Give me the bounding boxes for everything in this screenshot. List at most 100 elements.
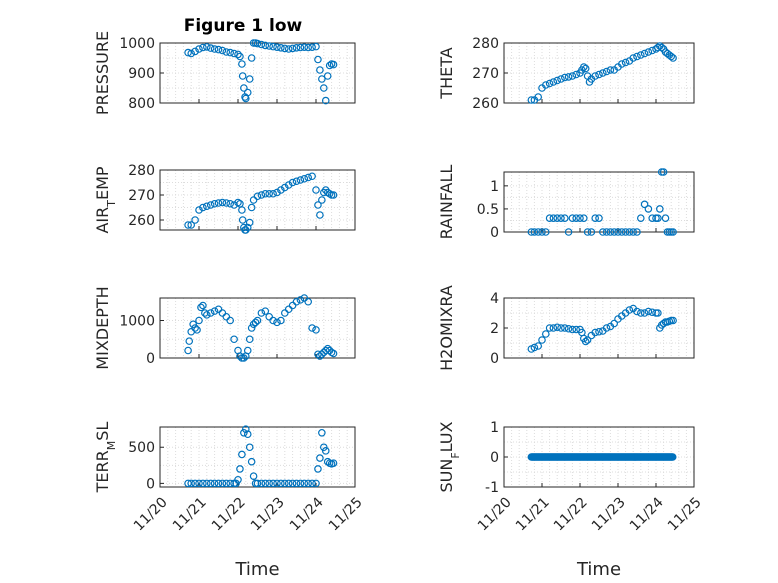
y-tick-label: 270 xyxy=(472,66,499,82)
data-point xyxy=(185,337,194,345)
data-point xyxy=(655,205,664,213)
data-point xyxy=(576,214,584,222)
data-point xyxy=(633,228,641,236)
data-point xyxy=(654,309,662,317)
data-point xyxy=(280,479,289,488)
data-point xyxy=(625,228,634,236)
data-point xyxy=(304,43,313,52)
data-point xyxy=(206,479,215,488)
y-tick-label: 1 xyxy=(490,420,499,436)
data-point xyxy=(247,324,256,332)
data-point xyxy=(610,319,619,328)
data-point xyxy=(549,214,558,222)
data-point xyxy=(288,479,297,488)
data-point xyxy=(243,223,252,232)
data-point xyxy=(191,324,199,332)
y-tick-label: 1000 xyxy=(119,36,155,52)
y-tick-label: 500 xyxy=(128,440,155,456)
data-point xyxy=(633,52,641,61)
y-tick-label: 4 xyxy=(490,291,499,307)
x-tick-label: 11/23 xyxy=(589,494,629,534)
data-point xyxy=(206,44,215,52)
data-point xyxy=(572,214,581,222)
data-point xyxy=(284,45,293,53)
data-point xyxy=(284,181,293,189)
data-point xyxy=(243,346,252,355)
data-point xyxy=(222,479,231,488)
figure-title: Figure 1 low xyxy=(184,16,303,36)
data-point xyxy=(265,42,274,50)
data-point xyxy=(296,479,305,488)
y-axis-label: H2OMIXRA xyxy=(437,285,456,371)
data-point xyxy=(636,51,645,59)
data-point xyxy=(277,186,285,194)
data-point xyxy=(557,324,565,332)
data-point xyxy=(261,41,270,50)
data-point xyxy=(640,309,649,317)
y-axis-label: RAINFALL xyxy=(437,165,456,240)
data-point xyxy=(273,318,281,327)
data-point xyxy=(273,479,281,488)
data-point xyxy=(280,44,289,53)
data-point xyxy=(644,48,653,56)
data-point xyxy=(545,214,554,222)
data-point xyxy=(312,42,320,51)
data-point xyxy=(249,196,258,204)
data-point xyxy=(203,202,211,211)
data-point xyxy=(269,479,277,488)
data-point xyxy=(534,342,543,350)
data-point xyxy=(265,479,274,488)
data-point xyxy=(253,479,262,488)
data-point xyxy=(265,312,274,321)
data-point xyxy=(199,203,207,212)
data-point xyxy=(329,191,338,199)
data-point xyxy=(210,479,219,488)
data-point xyxy=(318,196,326,204)
data-point xyxy=(583,336,592,344)
data-point xyxy=(257,40,266,49)
data-point xyxy=(206,309,215,317)
data-point xyxy=(269,189,277,198)
data-point xyxy=(581,337,590,346)
data-point xyxy=(218,479,227,488)
data-point xyxy=(629,54,638,62)
data-point xyxy=(218,309,227,317)
data-point xyxy=(316,66,324,74)
data-point xyxy=(197,303,205,312)
data-point xyxy=(312,326,320,334)
data-point xyxy=(234,475,242,484)
y-tick-label: 800 xyxy=(128,96,155,112)
data-point xyxy=(308,479,316,488)
data-point xyxy=(329,60,338,69)
data-point xyxy=(199,43,207,52)
data-point xyxy=(568,72,577,80)
data-point xyxy=(621,228,630,236)
data-point xyxy=(659,168,668,176)
data-point xyxy=(538,228,546,236)
data-point xyxy=(549,78,558,86)
data-point xyxy=(249,320,258,329)
data-point xyxy=(564,324,573,333)
data-point xyxy=(240,84,248,92)
y-tick-label: 0 xyxy=(146,351,155,367)
data-point xyxy=(238,450,246,459)
data-point xyxy=(187,479,196,488)
data-point xyxy=(226,199,235,208)
data-point xyxy=(329,349,338,358)
data-point xyxy=(668,453,677,461)
subplot-7: 0 500 11/20 11/21 11/22 11/23 11/24 11/25 Time TE… xyxy=(93,422,366,580)
data-point xyxy=(210,45,219,53)
data-point xyxy=(199,479,207,488)
data-point xyxy=(261,307,270,315)
data-point xyxy=(230,335,238,344)
data-point xyxy=(253,316,262,325)
y-axis-label: MIXDEPTH xyxy=(93,286,112,369)
axes-box xyxy=(159,426,356,488)
data-point xyxy=(591,214,600,222)
y-axis-label: TERRMSL xyxy=(93,422,118,494)
subplot-1: 800 900 1000 PRESSURE xyxy=(93,31,356,115)
y-axis-label: PRESSURE xyxy=(93,31,112,115)
data-point xyxy=(308,324,316,332)
